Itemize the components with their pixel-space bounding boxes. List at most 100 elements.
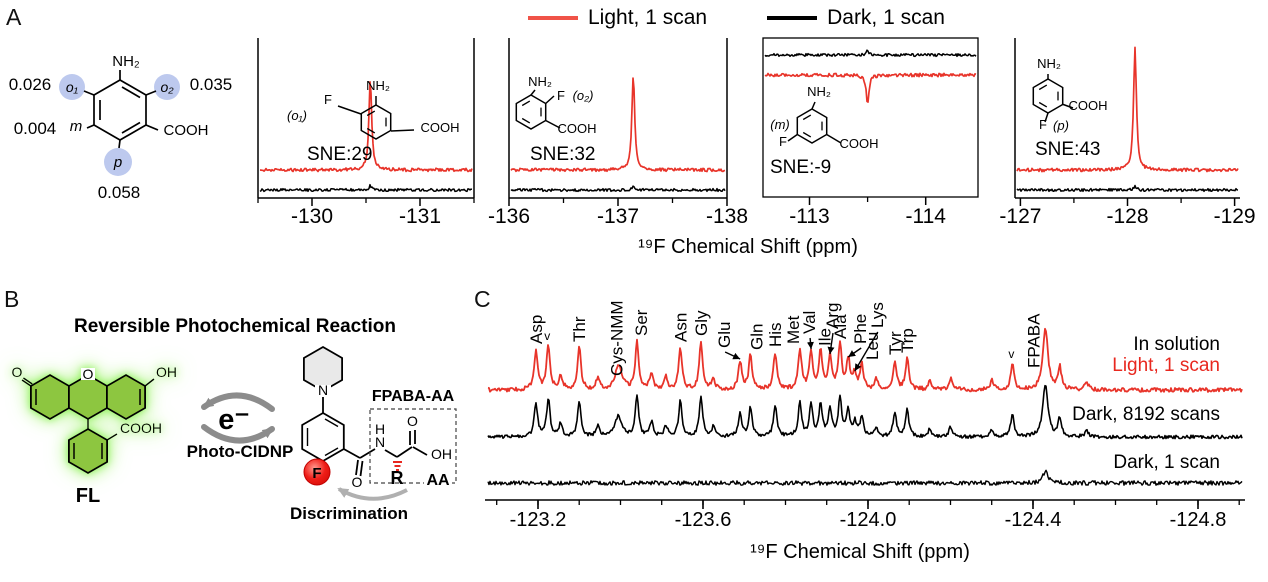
f-highlight-circle [303,458,331,486]
cooh-label: COOH [840,136,879,151]
legend-item-dark: Dark, 1 scan [767,6,945,30]
amide-n: N [375,434,385,450]
f-label: F [324,92,332,107]
electron-label: e⁻ [218,404,249,436]
tick-label: -113 [789,205,829,228]
tick-label: -137 [597,205,639,228]
photo-cidnp-label: Photo-CIDNP [187,442,294,461]
tick-label: -123.6 [675,509,732,531]
light-line-swatch [528,16,578,20]
tick-label: -131 [399,205,441,228]
fl-cooh: COOH [120,420,162,436]
cooh-label: COOH [164,122,209,139]
legend-item-light: Light, 1 scan [528,6,707,30]
site-label: (o₂) [573,88,594,103]
fpaba-benzene [301,411,345,463]
panel-c-axis-title: ¹⁹F Chemical Shift (ppm) [750,541,970,563]
panel-a-label: A [6,4,22,30]
hfc-o1: 0.026 [9,75,52,94]
dark-1-trace [487,469,1243,486]
nh2-label: NH₂ [528,74,552,89]
mini-structure: NH₂ F (m) COOH [770,84,878,151]
peak-label: Tyr [886,331,905,355]
piperidine-n: N [318,382,328,398]
site-label: (o₁) [287,108,307,123]
panel-c-label: C [474,286,491,312]
site-label: (m) [770,117,790,132]
peak-label: Leu [863,332,882,360]
tick-label: -130 [291,205,333,228]
nh2-label: NH₂ [1037,56,1061,71]
peak-label: Glu [715,322,734,348]
dark-line-swatch [767,16,818,20]
aa-label: AA [426,472,450,489]
peak-arrow [827,332,835,355]
tick-label: -128 [1106,205,1148,228]
peak-label: Arg [823,303,842,329]
site-o2: o₂ [160,79,174,95]
tick-label: -136 [488,205,530,228]
peak-label: Thr [570,316,589,342]
nh2-label: NH₂ [366,78,390,93]
acid-oh: OH [431,446,452,462]
impurity-mark: v [544,329,550,343]
tick-label: -124.8 [1170,509,1227,531]
sne-value: SNE:43 [1035,139,1100,160]
panel-a-structure: NH₂ COOH o₁ o₂ m p 0.026 0.035 0.004 0.0… [9,53,233,202]
f-label: F [1039,117,1047,132]
mini-structure: NH₂ F (o₂) COOH [515,74,597,136]
trace-label-dark-1: Dark, 1 scan [1113,452,1220,473]
panel-a-axis-title: ¹⁹F Chemical Shift (ppm) [638,236,858,258]
peak-arrow [724,351,741,360]
light-trace [510,77,726,173]
cooh-label: COOH [558,121,597,136]
aa-dashed-box [369,408,457,484]
hfc-p: 0.058 [98,183,141,202]
peak-label: Phe [851,314,870,344]
peak-label: His [766,322,785,347]
r-wedge-bond [393,461,402,471]
trace-label-in-solution: In solution [1133,334,1220,355]
electron-cycle-arrows [201,392,275,444]
fl-ketone-o: O [12,364,23,380]
light-trace [764,72,977,103]
peak-label: Cys-NMM [607,300,626,376]
spectrum-o1: -130 -131 NH₂ F (o₁) COOH SNE:29 [257,38,475,228]
peak-arrow [854,331,879,372]
peak-arrow [806,337,814,350]
peak-arrow [847,347,862,358]
p-circle [104,148,132,176]
r-group-label: R [391,468,404,488]
fpaba-f: F [312,465,321,482]
sne-value: SNE:32 [530,144,595,165]
panel-b-label: B [4,286,20,312]
peak-label: FPABA [1024,313,1043,368]
dark-trace [510,185,726,193]
tick-label: -123.2 [510,509,567,531]
fl-name: FL [76,485,100,507]
sne-value: SNE:-9 [770,157,831,178]
fpaba-aa-structure: N F [301,345,457,490]
f-label: F [557,88,565,103]
dark-trace [764,49,977,58]
f-label: F [779,134,787,149]
tick-label: -129 [1214,205,1256,228]
spectrum-box [762,37,979,198]
benzene-ring [83,70,159,149]
impurity-mark: v [1008,347,1014,361]
acid-o: O [407,413,418,429]
nh2-label: NH₂ [807,84,831,99]
light-trace [259,81,473,173]
tick-label: -127 [999,205,1041,228]
legend: Light, 1 scan Dark, 1 scan [528,6,945,30]
legend-label-light: Light, 1 scan [588,6,708,29]
trace-label-dark-8192: Dark, 8192 scans [1072,404,1220,425]
cooh-label: COOH [1069,98,1108,113]
fl-oh: OH [156,364,177,380]
fpaba-aa-label: FPABA-AA [372,388,455,405]
tick-label: -138 [706,205,748,228]
cooh-label: COOH [421,120,460,135]
peak-label: Met [784,315,803,344]
dark-8192-trace [487,384,1243,440]
